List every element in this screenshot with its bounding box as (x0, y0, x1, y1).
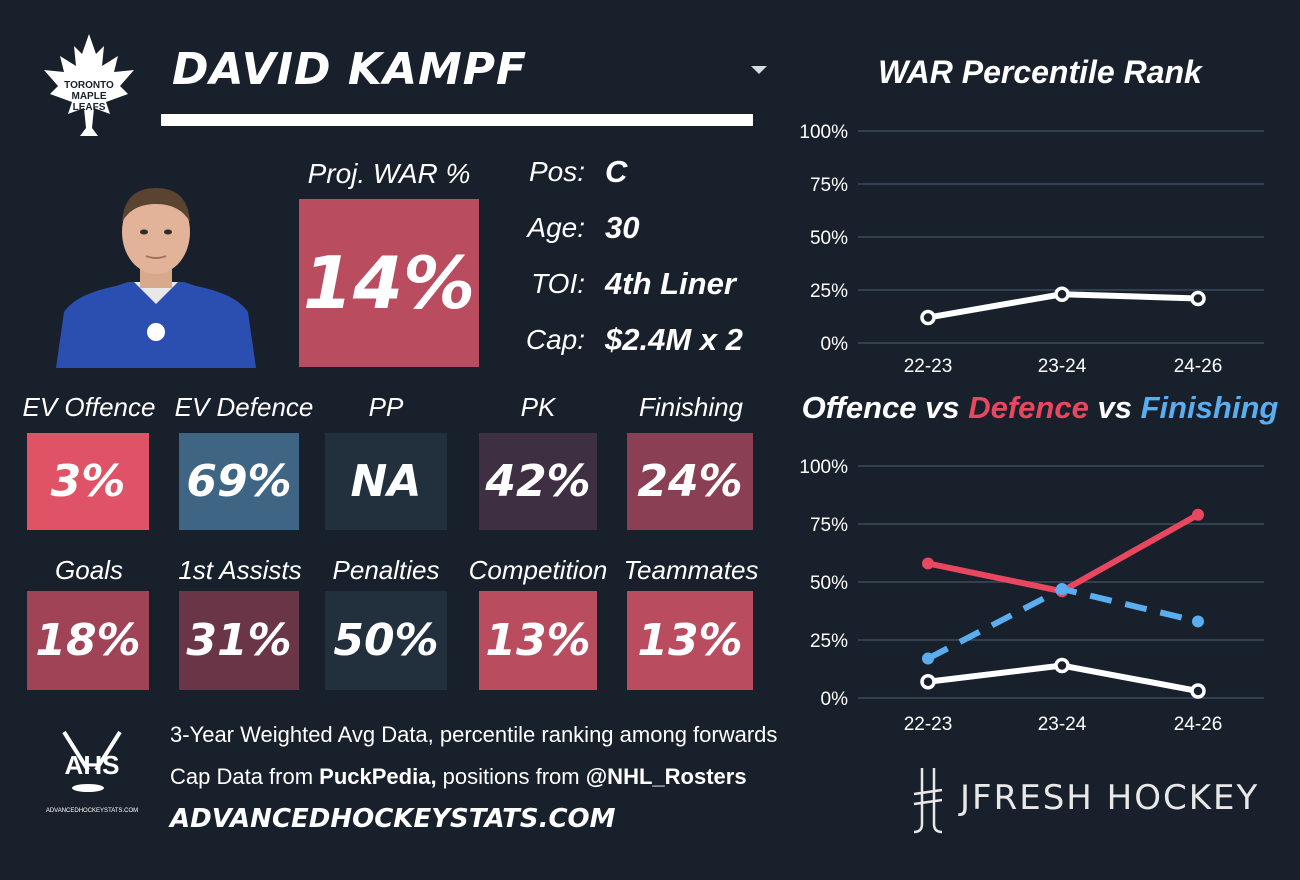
ahs-logo-subtext: ADVANCEDHOCKEYSTATS.COM (46, 808, 138, 814)
tile-label-competition: Competition (468, 555, 608, 585)
tile-finishing: 24% (627, 433, 753, 530)
x-tick-label-c0-0: 22-23 (904, 356, 953, 377)
tile-teammates: 13% (627, 591, 753, 690)
chevron-down-icon[interactable] (751, 66, 767, 74)
ovd-title-vs-1: vs (916, 390, 969, 425)
tile-ev-offence: 3% (27, 433, 149, 530)
info-value-cap: $2.4M x 2 (605, 322, 743, 357)
ovd-title-offence: Offence (801, 390, 917, 425)
data-point-c1-2-0 (922, 652, 934, 665)
footer-line-1: 3-Year Weighted Avg Data, percentile ran… (170, 722, 778, 747)
y-tick-label-c0-2: 50% (810, 228, 848, 249)
x-tick-label-c1-1: 23-24 (1038, 714, 1087, 735)
data-point-c1-2-2 (1192, 615, 1204, 628)
y-tick-label-c1-3: 75% (810, 515, 848, 536)
footer-line-2-middle: positions from (436, 764, 586, 789)
y-tick-label-c1-0: 0% (821, 689, 849, 710)
data-point-c1-1-2 (1192, 508, 1204, 521)
info-label-cap: Cap: (525, 324, 585, 355)
data-point-c1-0-2 (1190, 683, 1206, 699)
data-point-c0-0-0 (920, 309, 936, 326)
logo-text-1: TORONTO (64, 80, 114, 91)
ahs-logo: AHS ADVANCEDHOCKEYSTATS.COM (46, 730, 138, 814)
maple-leafs-logo: TORONTO MAPLE LEAFS (44, 34, 134, 136)
logo-text-3: LEAFS (73, 102, 106, 113)
x-tick-label-c1-2: 24-26 (1174, 714, 1223, 735)
proj-war-value: 14% (299, 199, 479, 367)
info-label-pos: Pos: (528, 156, 585, 187)
puckpedia-link[interactable]: PuckPedia, (319, 764, 437, 789)
x-tick-label-c1-0: 22-23 (904, 714, 953, 735)
logo-text-2: MAPLE (72, 91, 107, 102)
proj-war-label: Proj. WAR % (307, 158, 471, 189)
series-line-c1-2 (926, 585, 1199, 662)
site-link[interactable]: ADVANCEDHOCKEYSTATS.COM (170, 804, 616, 834)
jfresh-logo (913, 768, 943, 834)
ovd-title-finishing: Finishing (1140, 390, 1279, 425)
tile-label-ev-defence: EV Defence (174, 392, 314, 422)
tile-competition: 13% (479, 591, 597, 690)
series-line-c1-1 (925, 511, 1201, 595)
tile-label-goals: Goals (55, 555, 123, 585)
tile-label-finishing: Finishing (638, 392, 744, 422)
footer-line-2-prefix: Cap Data from (170, 764, 320, 789)
data-point-c1-0-1 (1054, 657, 1070, 674)
name-underline (161, 114, 753, 126)
ovd-title-vs-2: vs (1088, 390, 1141, 425)
tile-pk: 42% (479, 433, 597, 530)
tile-label-teammates: Teammates (623, 555, 759, 585)
war-chart-title: WAR Percentile Rank (878, 54, 1202, 90)
data-point-c0-0-2 (1190, 290, 1206, 307)
tile-goals: 18% (27, 591, 149, 690)
y-tick-label-c1-1: 25% (810, 631, 848, 652)
tile-label-pk: PK (520, 392, 556, 422)
info-value-toi: 4th Liner (605, 266, 736, 301)
y-tick-label-c1-4: 100% (799, 457, 848, 478)
y-tick-label-c0-3: 75% (810, 175, 848, 196)
y-tick-label-c0-0: 0% (821, 334, 849, 355)
tile-penalties: 50% (325, 591, 447, 690)
data-point-c1-0-0 (920, 674, 936, 690)
info-value-pos: C (605, 154, 628, 189)
ahs-logo-text: AHS (65, 750, 120, 780)
tile-1st-assists: 31% (179, 591, 299, 690)
ovd-chart-title: Offence vs Defence vs Finishing (790, 390, 1290, 426)
info-value-age: 30 (605, 210, 640, 245)
line-charts: 0% 25% 50% 75% 100% 22-23 23-24 24-26 0% 25% 50% 75… (799, 122, 1264, 735)
tile-label-1st-assists: 1st Assists (178, 555, 302, 585)
info-label-toi: TOI: (531, 268, 585, 299)
jfresh-brand: JFRESH HOCKEY (960, 778, 1260, 818)
info-label-age: Age: (527, 212, 585, 243)
player-headshot (56, 188, 256, 368)
x-tick-label-c0-1: 23-24 (1038, 356, 1087, 377)
tile-ev-defence: 69% (179, 433, 299, 530)
data-point-c0-0-1 (1054, 286, 1070, 302)
maple-leaf-shape (44, 34, 134, 136)
ovd-title-defence: Defence (968, 390, 1089, 425)
y-tick-label-c1-2: 50% (810, 573, 848, 594)
tile-pp: NA (325, 433, 447, 530)
data-point-c1-2-1 (1056, 582, 1068, 595)
y-tick-label-c0-4: 100% (799, 122, 848, 143)
footer-line-2: Cap Data from PuckPedia, positions from … (170, 764, 747, 790)
tile-label-pp: PP (368, 392, 404, 422)
player-name: DAVID KAMPF (172, 44, 528, 95)
nhl-rosters-link[interactable]: @NHL_Rosters (585, 764, 747, 789)
y-tick-label-c0-1: 25% (810, 281, 848, 302)
tile-label-ev-offence: EV Offence (22, 392, 156, 422)
tile-label-penalties: Penalties (332, 555, 440, 585)
x-tick-label-c0-2: 24-26 (1174, 356, 1223, 377)
data-point-c1-1-0 (922, 557, 934, 570)
